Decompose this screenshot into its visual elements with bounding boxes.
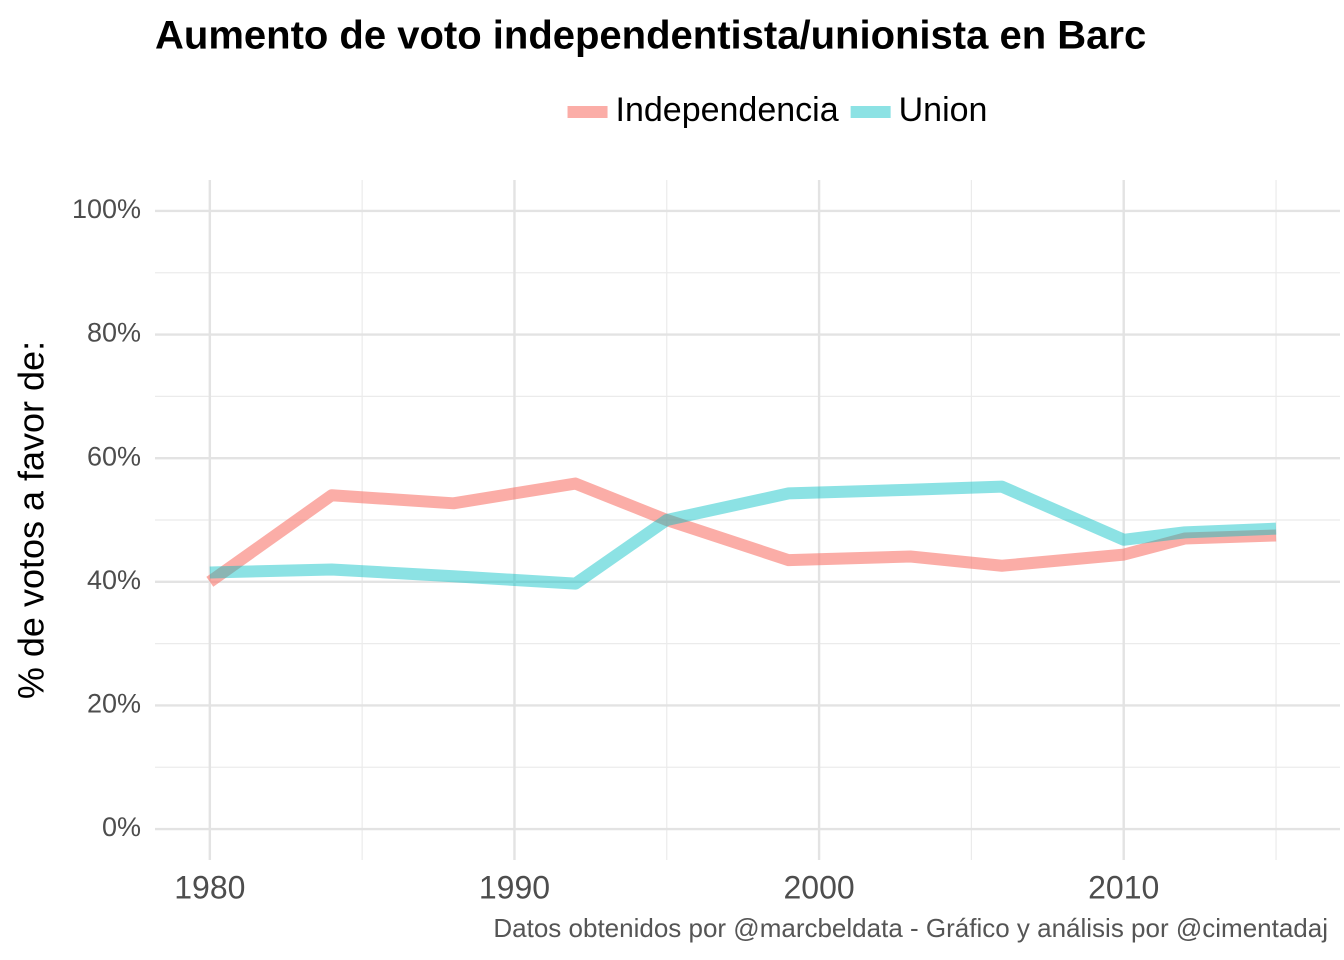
y-axis-label: % de votos a favor de:: [11, 341, 52, 699]
y-tick-label: 80%: [87, 318, 141, 348]
y-tick-label: 20%: [87, 689, 141, 719]
x-tick-label: 2010: [1088, 869, 1159, 905]
chart-title: Aumento de voto independentista/unionist…: [155, 14, 1146, 58]
legend-label: Union: [899, 91, 988, 129]
x-tick-label: 1990: [479, 869, 550, 905]
legend-label: Independencia: [616, 91, 839, 129]
series-line: [206, 477, 1277, 587]
y-tick-label: 60%: [87, 441, 141, 471]
y-tick-label: 40%: [87, 565, 141, 595]
caption: Datos obtenidos por @marcbeldata - Gráfi…: [493, 913, 1328, 943]
x-tick-label: 1980: [174, 869, 245, 905]
series-line: [209, 480, 1277, 590]
y-tick-label: 100%: [72, 194, 141, 224]
y-tick-label: 0%: [102, 812, 141, 842]
x-tick-label: 2000: [783, 869, 854, 905]
